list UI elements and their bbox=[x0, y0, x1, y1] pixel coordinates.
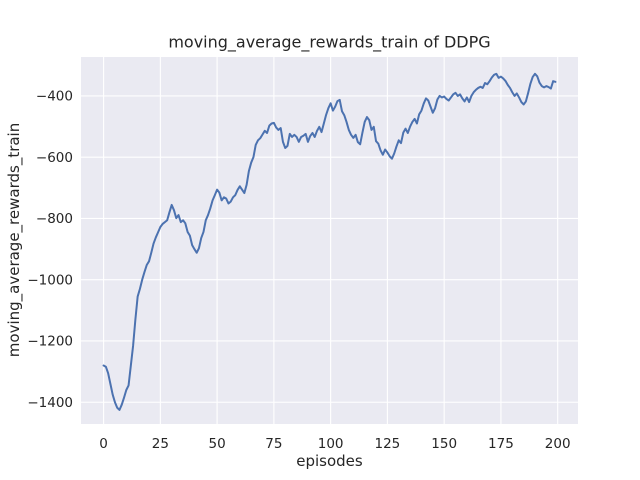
x-axis-tick-labels: 0 25 50 75 100 125 150 175 200 bbox=[99, 436, 570, 452]
x-tick-label: 25 bbox=[152, 436, 169, 452]
reward-line-series bbox=[102, 72, 557, 411]
x-tick-label: 125 bbox=[375, 436, 401, 452]
x-tick-label: 175 bbox=[488, 436, 514, 452]
y-tick-label: −800 bbox=[36, 211, 73, 227]
y-axis-label: moving_average_rewards_train bbox=[5, 123, 24, 357]
x-axis-label: episodes bbox=[296, 452, 363, 470]
plot-area bbox=[81, 57, 578, 424]
gridlines bbox=[81, 57, 578, 424]
x-tick-label: 50 bbox=[209, 436, 226, 452]
x-tick-label: 75 bbox=[265, 436, 282, 452]
y-tick-label: −600 bbox=[36, 150, 73, 166]
y-tick-label: −400 bbox=[36, 89, 73, 105]
y-tick-label: −1000 bbox=[27, 272, 73, 288]
y-tick-label: −1200 bbox=[27, 334, 73, 350]
y-tick-label: −1400 bbox=[27, 395, 73, 411]
x-tick-label: 0 bbox=[99, 436, 108, 452]
x-tick-label: 200 bbox=[545, 436, 571, 452]
x-tick-label: 150 bbox=[431, 436, 457, 452]
x-tick-label: 100 bbox=[318, 436, 344, 452]
y-axis-tick-labels: −400 −600 −800 −1000 −1200 −1400 bbox=[27, 89, 73, 411]
chart-title: moving_average_rewards_train of DDPG bbox=[168, 33, 490, 53]
